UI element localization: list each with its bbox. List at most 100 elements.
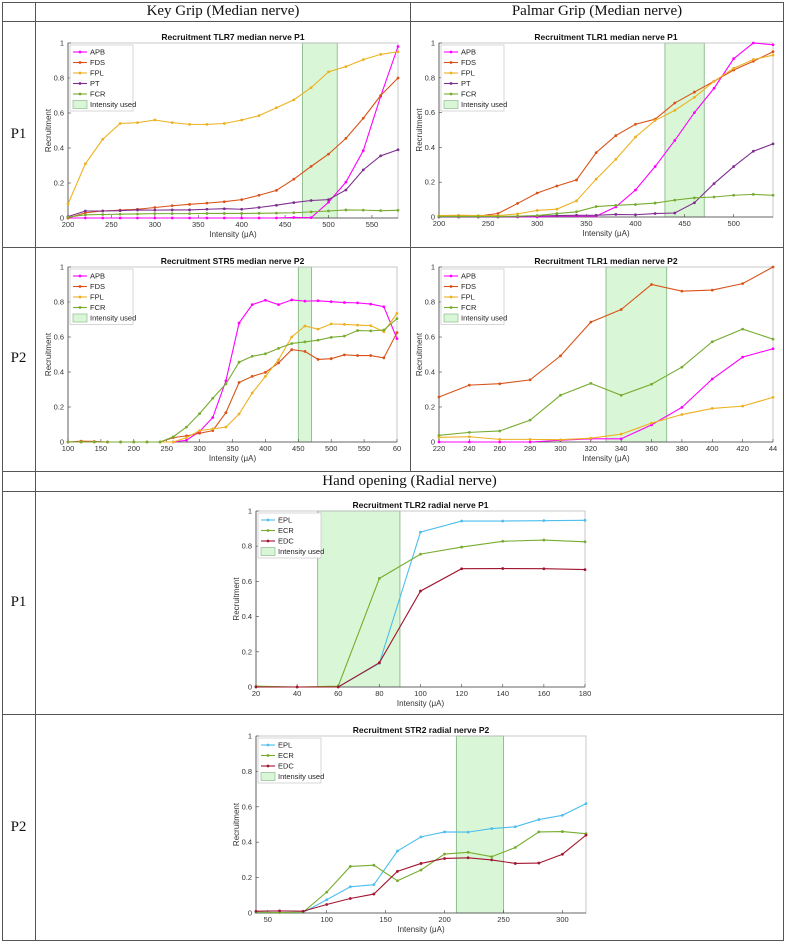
data-point-ecr [490,855,494,859]
data-point-fcr [559,393,562,397]
legend-label-intensity-used: Intensity used [90,314,136,323]
data-point-apb [303,299,307,303]
legend-swatch-intensity-used [72,313,88,323]
data-point-apb [741,355,745,359]
data-point-fpl [153,118,157,122]
data-point-fpl [290,335,294,339]
data-point-fds [575,178,578,182]
chart-svg: 200 250 300 350 400 450 500 0 0.2 0.4 0.6 0.8 1 Recru… [415,32,775,238]
x-tick-label: 150 [379,915,392,924]
data-point-fcr [153,212,157,216]
chart-title: Recruitment STR5 median nerve P2 [161,256,305,266]
data-point-fcr [250,354,254,358]
x-axis-label: Intensity (μA) [209,454,257,463]
y-tick-label: 0.2 [54,403,64,412]
data-point-fds [290,348,294,351]
data-point-fcr [516,214,519,218]
data-point-fpl [292,98,296,102]
data-point-epl [325,898,329,902]
data-point-apb [712,86,716,90]
data-point-fcr [395,317,399,321]
data-point-fcr [92,440,96,444]
x-tick-label: 20 [252,689,260,698]
data-point-fpl [673,108,677,112]
y-tick-label: 0 [60,438,64,447]
data-point-fds [369,354,373,357]
x-tick-label: 300 [193,444,206,453]
data-point-pt [309,199,313,202]
data-point-fcr [634,203,637,206]
legend-marker [449,82,453,85]
data-point-fcr [185,425,188,429]
legend-label-intensity-used: Intensity used [461,314,507,323]
data-point-apb [396,45,400,48]
data-point-edc [348,897,352,900]
x-tick-label: 340 [615,444,628,453]
data-point-fds [188,202,191,206]
x-tick-label: 200 [128,444,141,453]
data-point-fcr [653,201,657,205]
legend-label-fcr: FCR [90,303,106,312]
data-point-edc [377,661,381,665]
x-tick-label: 360 [645,444,658,453]
data-point-apb [673,139,677,142]
y-tick-label: 0.4 [54,368,64,377]
data-point-fds [257,193,261,197]
legend-swatch-intensity-used [260,547,276,556]
series-line-fpl [68,313,398,443]
data-point-fcr [771,337,775,341]
data-point-apb [224,379,228,383]
y-tick-label: 0.2 [425,178,435,187]
data-point-fcr [66,215,70,219]
series-line-fpl [438,54,774,217]
data-point-ecr [542,538,546,542]
legend-label-epl: EPL [278,516,292,525]
data-point-ecr [443,852,446,856]
data-point-fcr [437,433,441,437]
data-point-fpl [732,66,736,70]
series-line-apb [439,348,774,443]
data-point-fds [555,184,559,188]
data-point-fds [309,164,313,168]
legend-label-intensity-used: Intensity used [90,100,136,109]
data-point-apb [101,216,105,220]
data-point-fpl [240,118,244,122]
data-point-fpl [237,412,241,416]
x-tick-label: 350 [226,444,239,453]
x-axis-label: Intensity (μA) [397,699,445,708]
data-point-apb [498,440,502,444]
data-point-apb [369,302,373,306]
legend-label-apb: APB [90,48,105,57]
y-tick-label: 0.6 [425,333,435,342]
data-point-pt [222,207,226,211]
chart-svg: 200 250 300 350 400 450 500 550 0 0.2 0.4 0.6 0.8 1 Re… [44,32,400,239]
chart-str2-radial-p2: 50 100 150 200 250 300 0 0.2 0.4 0.6 0.8 1 Recruitme… [232,725,588,934]
y-tick-label: 0.8 [425,73,435,82]
data-point-fpl [650,421,653,425]
data-point-edc [336,685,340,689]
data-point-fcr [106,440,109,444]
legend-label-ecr: ECR [278,751,294,760]
data-point-fcr [594,205,598,208]
data-point-edc [372,892,376,896]
row-label-p2: P2 [10,350,27,366]
data-point-fcr [589,381,593,385]
data-point-pt [275,203,278,207]
data-point-pt [292,201,296,205]
data-point-fpl [327,70,330,74]
data-point-fpl [528,437,532,441]
data-point-fds [614,134,618,137]
data-point-fpl [250,391,254,395]
data-point-fcr [555,212,559,215]
x-axis-label: Intensity (μA) [582,454,630,463]
y-tick-label: 0 [248,909,252,918]
data-point-epl [561,813,564,817]
data-point-pt [379,154,383,158]
data-point-apb [277,303,280,307]
data-point-fds [673,101,677,105]
y-tick-label: 0.6 [425,108,435,117]
data-point-apb [188,216,191,220]
x-tick-label: 160 [538,689,551,698]
chart-title: Recruitment STR2 radial nerve P2 [353,725,490,735]
